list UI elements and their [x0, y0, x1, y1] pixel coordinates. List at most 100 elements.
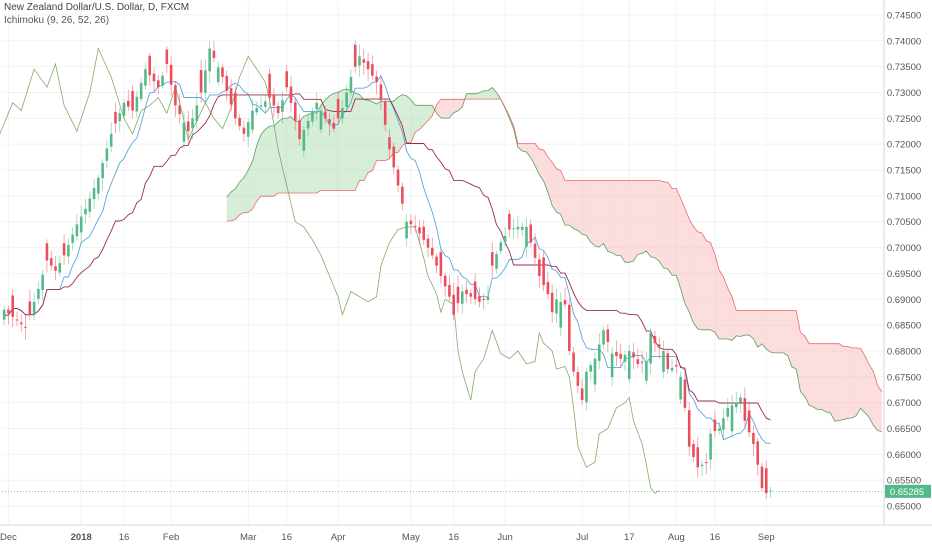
candle — [431, 247, 434, 256]
candle — [448, 285, 451, 297]
candle — [302, 129, 306, 151]
cloud-segment — [466, 93, 471, 100]
cloud-segment — [286, 116, 292, 194]
candle — [760, 466, 764, 488]
time-tick-label: 2018 — [71, 532, 92, 543]
price-tick-label: 0.69500 — [887, 269, 921, 280]
cloud-segment — [843, 346, 848, 420]
candle — [529, 224, 533, 243]
candle — [632, 352, 635, 358]
candle — [28, 301, 32, 315]
indicator-label[interactable]: Ichimoku (9, 26, 52, 26) — [4, 15, 110, 26]
ichimoku-lines — [0, 47, 883, 494]
cloud-segment — [672, 188, 677, 276]
candle — [375, 76, 378, 83]
candle — [640, 361, 644, 363]
cloud-segment — [757, 310, 762, 348]
candle — [238, 117, 241, 127]
cloud-segment — [565, 180, 570, 226]
price-tick-label: 0.71500 — [887, 166, 921, 177]
candle — [418, 227, 421, 234]
candle — [576, 372, 580, 386]
cloud-segment — [582, 180, 587, 236]
cloud-segment — [226, 191, 232, 222]
candle — [538, 259, 541, 277]
candle — [593, 358, 597, 385]
candle — [478, 296, 481, 302]
time-axis: Dec 2018 16 Feb Mar 16 Apr May 16 Jun Jul 17 Aug 16 Se… — [0, 524, 932, 543]
cloud-segment — [860, 348, 865, 413]
candles — [2, 40, 772, 499]
cloud-segment — [599, 180, 604, 248]
cloud-segment — [243, 170, 249, 213]
candle — [186, 121, 190, 132]
cloud-segment — [350, 90, 356, 191]
cloud-segment — [440, 99, 446, 119]
price-tick-label: 0.73500 — [887, 62, 921, 73]
candle — [546, 282, 550, 295]
candle — [503, 235, 507, 242]
candle — [692, 444, 695, 457]
cloud-segment — [543, 149, 548, 193]
candle — [225, 75, 229, 91]
cloud-segment — [475, 92, 480, 100]
candle — [666, 353, 670, 370]
candle — [486, 296, 490, 300]
candle — [465, 289, 468, 295]
cloud-segment — [676, 188, 681, 289]
candle — [371, 64, 374, 76]
cloud-segment — [406, 95, 411, 143]
cloud-segment — [706, 240, 711, 330]
cloud-segment — [535, 143, 540, 175]
candle — [482, 299, 485, 301]
cloud-segment — [560, 170, 566, 226]
time-tick-label: Aug — [668, 532, 685, 543]
cloud-segment — [749, 310, 754, 339]
time-tick-label: Jul — [576, 532, 588, 543]
candle — [705, 462, 708, 464]
price-tick-label: 0.74500 — [887, 10, 921, 21]
candle — [580, 388, 584, 401]
cloud-segment — [479, 90, 484, 100]
cloud-segment — [410, 99, 416, 143]
cloud-segment — [368, 100, 373, 173]
price-tick-label: 0.71000 — [887, 191, 921, 202]
leading-span-a-line — [226, 86, 882, 432]
cloud-segment — [248, 161, 253, 213]
cloud-segment — [530, 143, 536, 166]
candle — [675, 365, 678, 367]
cloud-segment — [736, 310, 741, 337]
cloud-segment — [817, 343, 822, 410]
cloud-segment — [809, 343, 814, 408]
candle — [589, 365, 592, 372]
time-tick-label: 16 — [119, 532, 130, 543]
candle — [251, 110, 254, 130]
candle — [722, 418, 725, 430]
candle — [336, 99, 340, 119]
cloud-segment — [539, 149, 544, 182]
cloud-segment — [646, 180, 651, 257]
cloud-segment — [445, 99, 450, 119]
ichimoku-cloud — [226, 87, 882, 432]
candle — [426, 238, 430, 248]
cloud-segment — [680, 198, 685, 304]
cloud-segment — [770, 310, 775, 353]
candle — [623, 354, 627, 362]
candle — [657, 344, 661, 348]
cloud-segment — [393, 97, 399, 153]
candle — [2, 309, 6, 320]
candle — [114, 111, 117, 124]
leading-span-b-line — [226, 98, 883, 393]
candle — [743, 398, 747, 421]
cloud-segment — [526, 143, 531, 158]
cloud-segment — [312, 112, 317, 194]
cloud-segment — [697, 231, 703, 330]
candle — [54, 266, 57, 271]
candle — [229, 88, 233, 105]
time-tick-label: Sep — [758, 532, 775, 543]
candle — [520, 226, 524, 230]
time-tick-label: Feb — [163, 532, 179, 543]
cloud-segment — [282, 118, 287, 194]
